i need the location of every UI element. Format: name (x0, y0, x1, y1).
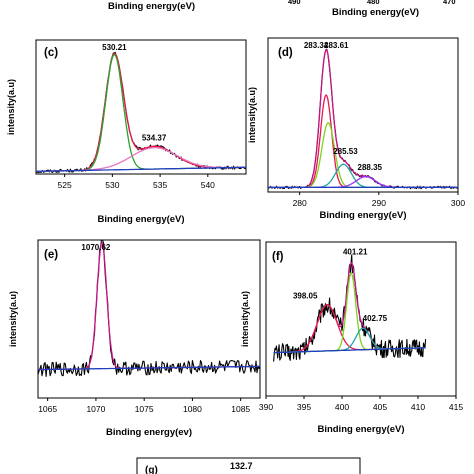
panel-e-experimental-line-0 (38, 240, 260, 378)
panel-f: 390 395 400 405 410 415 Binding energy(eV) inte… (240, 241, 463, 435)
top-right-tick-3: 470 (443, 0, 456, 6)
panel-d-component-line-3 (268, 122, 458, 189)
panel-g: (g) 132.7 (136, 457, 361, 474)
panel-f-peak-annotation-2: 402.75 (363, 314, 388, 323)
panel-d-peak-annotation-1: 283.61 (324, 41, 349, 50)
panel-e: 1065 1070 1075 1080 1085 Binding energy(ev) in… (8, 239, 261, 438)
panel-f-experimental-line-0 (273, 254, 427, 362)
top-right-tick-2: 480 (367, 0, 380, 6)
panel-f-peak-annotation-1: 401.21 (343, 248, 368, 257)
panel-d-ylabel: intensity(a.u) (247, 87, 257, 143)
panel-c-xtick-label-2: 535 (153, 180, 167, 190)
panel-e-xtick-label-0: 1065 (38, 404, 57, 414)
panel-f-peak-annotation-0: 398.05 (293, 292, 318, 301)
panel-d-peak-annotation-2: 285.53 (333, 147, 358, 156)
panel-g-label: (g) (145, 465, 158, 474)
panel-d-label: (d) (278, 47, 293, 59)
panel-d-xtick-label-2: 300 (451, 198, 465, 208)
panel-e-envelope-line-1 (38, 242, 260, 371)
top-left-xlabel: Binding energy(eV) (108, 1, 195, 12)
panel-c-peak-annotation-0: 530.21 (102, 43, 127, 52)
panel-c-ylabel: intensity(a.u) (6, 79, 16, 135)
panel-e-peak-annotation-0: 1070.62 (81, 243, 110, 252)
panel-e-xtick-label-1: 1070 (86, 404, 105, 414)
panel-c-component-line-2 (36, 54, 246, 172)
panel-e-frame (37, 239, 261, 399)
panel-f-xtick-label-5: 415 (449, 402, 463, 412)
panel-f-component-line-3 (273, 272, 426, 354)
panel-d-peak-annotation-3: 288.35 (358, 163, 383, 172)
panel-f-frame (265, 241, 457, 397)
panel-e-xtick-label-3: 1080 (183, 404, 202, 414)
panel-c-xlabel: Binding energy(eV) (97, 214, 184, 225)
panel-f-xtick-label-4: 410 (411, 402, 425, 412)
panel-f-xlabel: Binding energy(eV) (317, 424, 404, 435)
panel-d-peak-annotation-0: 283.34 (304, 41, 329, 50)
panel-c-peak-annotation-1: 534.37 (142, 133, 167, 142)
panel-c-baseline-line-4 (36, 166, 246, 172)
panel-g-frame (136, 457, 361, 474)
panel-c-xtick-label-3: 540 (201, 180, 215, 190)
panel-f-xtick-label-2: 400 (335, 402, 349, 412)
panel-e-label: (e) (44, 249, 58, 261)
panel-c-experimental-line-0 (36, 51, 246, 174)
panel-e-baseline-line-2 (38, 365, 260, 371)
panel-c: 525 530 535 540 Binding energy(eV) intensity(… (6, 39, 247, 225)
panel-d-component-line-2 (268, 94, 458, 189)
panel-c-frame (35, 39, 247, 175)
panel-c-envelope-line-1 (36, 52, 246, 172)
panel-f-xtick-label-0: 390 (259, 402, 273, 412)
top-strip: Binding energy(eV) Binding energy(eV) 49… (108, 0, 456, 18)
panel-d-xtick-label-1: 290 (372, 198, 386, 208)
panel-f-xtick-label-3: 405 (373, 402, 387, 412)
top-right-xlabel: Binding energy(eV) (332, 7, 419, 18)
panel-f-xtick-label-1: 395 (297, 402, 311, 412)
panel-e-xtick-label-4: 1085 (231, 404, 250, 414)
panel-d-frame (267, 37, 459, 193)
panel-g-annotation: 132.7 (230, 461, 253, 471)
panel-f-ylabel: intensity(a.u) (240, 291, 250, 347)
panel-d-xtick-label-0: 280 (293, 198, 307, 208)
panel-f-label: (f) (272, 251, 284, 263)
panel-f-baseline-line-5 (273, 347, 426, 354)
top-right-tick-1: 490 (288, 0, 301, 6)
panel-e-xlabel: Binding energy(ev) (106, 427, 192, 438)
panel-e-ylabel: intensity(a.u) (8, 291, 18, 347)
panel-c-label: (c) (44, 47, 58, 59)
panel-d: 280 290 300 Binding energy(eV) intensity(a.u… (247, 37, 465, 221)
panel-d-xlabel: Binding energy(eV) (319, 210, 406, 221)
panel-e-xtick-label-2: 1075 (135, 404, 154, 414)
panel-c-xtick-label-1: 530 (105, 180, 119, 190)
panel-c-xtick-label-0: 525 (58, 180, 72, 190)
